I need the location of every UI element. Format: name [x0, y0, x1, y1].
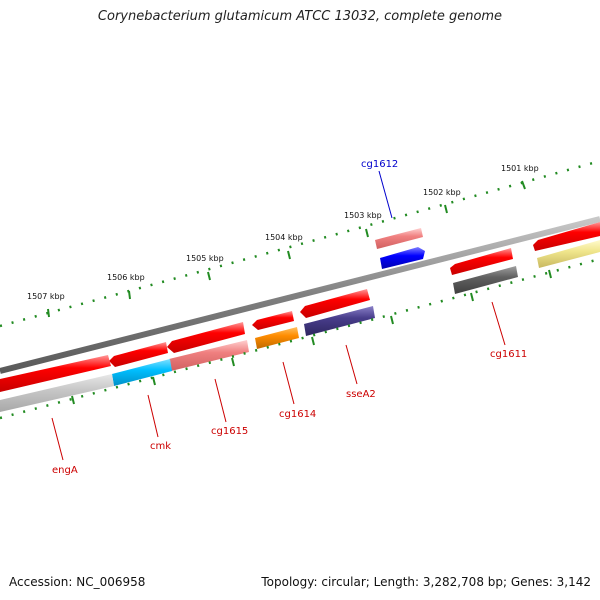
- gene-sseA2-upper[interactable]: [300, 289, 370, 318]
- outer-major-ticks: [47, 180, 526, 318]
- tick-label-1506: 1506 kbp: [107, 273, 145, 282]
- genome-backbone: [0, 216, 600, 374]
- gene-far-right-lower[interactable]: [537, 240, 600, 268]
- leader-lines: [51, 170, 506, 461]
- gene-cmk-upper[interactable]: [109, 342, 168, 367]
- genome-summary-text: Topology: circular; Length: 3,282,708 bp…: [261, 575, 591, 589]
- label-sseA2: sseA2: [346, 389, 376, 400]
- gene-cg1611-upper[interactable]: [450, 248, 513, 275]
- tick-label-1502: 1502 kbp: [423, 188, 461, 197]
- label-cg1611: cg1611: [490, 349, 527, 360]
- label-engA: engA: [52, 465, 78, 476]
- gene-cg1614[interactable]: [255, 327, 299, 349]
- gene-engA-upper[interactable]: [0, 355, 111, 392]
- label-cg1615: cg1615: [211, 426, 248, 437]
- gene-cmk[interactable]: [112, 359, 172, 386]
- lower-genes: [0, 289, 375, 412]
- gene-cg1611[interactable]: [453, 266, 518, 294]
- tick-label-1503: 1503 kbp: [344, 211, 382, 220]
- gene-sseA2[interactable]: [304, 306, 375, 336]
- inner-ruler: [0, 257, 600, 420]
- label-cg1612: cg1612: [361, 159, 398, 170]
- gene-cg1615-upper[interactable]: [167, 322, 245, 353]
- gene-cg1612-upper[interactable]: [375, 228, 423, 249]
- gene-cg1612[interactable]: [380, 247, 425, 269]
- gene-cg1615[interactable]: [169, 340, 249, 371]
- accession-text: Accession: NC_006958: [9, 575, 146, 589]
- tick-label-1507: 1507 kbp: [27, 292, 65, 301]
- gene-far-right-upper[interactable]: [533, 222, 600, 251]
- tick-label-1504: 1504 kbp: [265, 233, 303, 242]
- forward-genes: [375, 222, 600, 294]
- map-title: Corynebacterium glutamicum ATCC 13032, c…: [97, 9, 503, 24]
- tick-label-1505: 1505 kbp: [186, 254, 224, 263]
- label-cmk: cmk: [150, 441, 171, 452]
- tick-label-1501: 1501 kbp: [501, 164, 539, 173]
- label-cg1614: cg1614: [279, 409, 316, 420]
- gene-cg1614-upper[interactable]: [252, 311, 294, 330]
- inner-major-ticks: [71, 269, 552, 405]
- gene-engA[interactable]: [0, 374, 114, 412]
